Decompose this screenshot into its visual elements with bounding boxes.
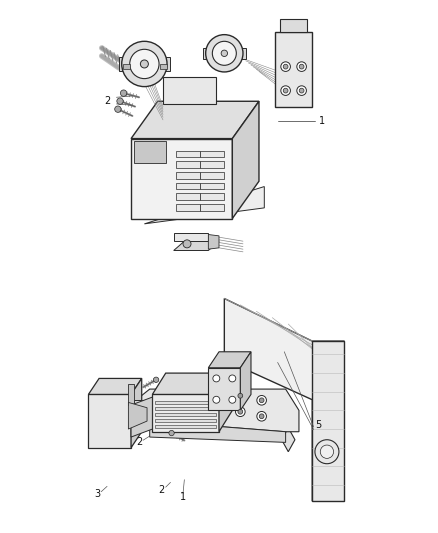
Polygon shape bbox=[155, 407, 216, 410]
Polygon shape bbox=[177, 182, 200, 189]
Polygon shape bbox=[174, 241, 219, 251]
Polygon shape bbox=[123, 64, 130, 69]
Circle shape bbox=[213, 375, 220, 382]
Polygon shape bbox=[163, 77, 216, 104]
Polygon shape bbox=[131, 397, 152, 437]
Circle shape bbox=[221, 50, 227, 56]
Circle shape bbox=[315, 440, 339, 464]
Circle shape bbox=[281, 62, 290, 71]
Circle shape bbox=[236, 391, 245, 401]
Polygon shape bbox=[200, 193, 224, 200]
Circle shape bbox=[122, 42, 167, 86]
Text: 6: 6 bbox=[187, 415, 193, 425]
Polygon shape bbox=[203, 48, 246, 59]
Text: 1: 1 bbox=[318, 116, 325, 126]
Polygon shape bbox=[200, 161, 224, 168]
Polygon shape bbox=[275, 32, 312, 107]
Polygon shape bbox=[131, 101, 259, 139]
Polygon shape bbox=[155, 413, 216, 416]
Circle shape bbox=[257, 411, 266, 421]
Polygon shape bbox=[131, 378, 142, 448]
Circle shape bbox=[259, 398, 264, 403]
Text: 1: 1 bbox=[180, 492, 186, 502]
Circle shape bbox=[120, 90, 127, 96]
Circle shape bbox=[297, 62, 307, 71]
Polygon shape bbox=[177, 172, 200, 179]
Polygon shape bbox=[280, 19, 307, 32]
Polygon shape bbox=[200, 204, 224, 211]
Polygon shape bbox=[155, 401, 216, 405]
Polygon shape bbox=[232, 101, 259, 219]
Polygon shape bbox=[128, 402, 147, 429]
Polygon shape bbox=[200, 182, 224, 189]
Text: 2: 2 bbox=[159, 486, 165, 495]
Circle shape bbox=[299, 88, 304, 93]
Polygon shape bbox=[208, 235, 219, 249]
Polygon shape bbox=[224, 298, 344, 501]
Polygon shape bbox=[174, 233, 208, 241]
Polygon shape bbox=[131, 139, 232, 219]
Polygon shape bbox=[119, 58, 170, 70]
Circle shape bbox=[299, 64, 304, 69]
Text: 2: 2 bbox=[136, 438, 142, 447]
Polygon shape bbox=[134, 400, 152, 426]
Polygon shape bbox=[152, 394, 219, 432]
Polygon shape bbox=[208, 368, 240, 410]
Text: 3: 3 bbox=[94, 489, 100, 498]
Circle shape bbox=[117, 98, 123, 104]
Circle shape bbox=[257, 395, 266, 405]
Polygon shape bbox=[145, 187, 264, 224]
Polygon shape bbox=[282, 427, 295, 452]
Polygon shape bbox=[150, 421, 286, 442]
Circle shape bbox=[238, 409, 243, 414]
Circle shape bbox=[238, 393, 243, 398]
Text: 2: 2 bbox=[105, 96, 111, 106]
Polygon shape bbox=[155, 424, 216, 427]
Circle shape bbox=[320, 445, 334, 458]
Polygon shape bbox=[177, 204, 200, 211]
Polygon shape bbox=[240, 352, 251, 410]
Circle shape bbox=[183, 240, 191, 248]
Polygon shape bbox=[128, 384, 134, 405]
Polygon shape bbox=[177, 193, 200, 200]
Polygon shape bbox=[152, 373, 232, 394]
Circle shape bbox=[153, 377, 159, 383]
Circle shape bbox=[213, 397, 220, 403]
Polygon shape bbox=[134, 141, 166, 163]
Polygon shape bbox=[200, 150, 224, 157]
Circle shape bbox=[283, 64, 288, 69]
Polygon shape bbox=[312, 341, 344, 501]
Circle shape bbox=[115, 106, 121, 112]
Polygon shape bbox=[177, 161, 200, 168]
Circle shape bbox=[169, 431, 174, 436]
Circle shape bbox=[206, 35, 243, 72]
Polygon shape bbox=[200, 172, 224, 179]
Polygon shape bbox=[88, 394, 131, 448]
Circle shape bbox=[141, 60, 148, 68]
Polygon shape bbox=[88, 378, 142, 394]
Circle shape bbox=[130, 50, 159, 79]
Polygon shape bbox=[155, 419, 216, 422]
Polygon shape bbox=[160, 64, 167, 69]
Circle shape bbox=[212, 41, 237, 66]
Polygon shape bbox=[136, 389, 299, 432]
Circle shape bbox=[283, 88, 288, 93]
Text: 4: 4 bbox=[211, 415, 217, 425]
Circle shape bbox=[229, 375, 236, 382]
Circle shape bbox=[236, 407, 245, 417]
Circle shape bbox=[259, 414, 264, 419]
Circle shape bbox=[297, 86, 307, 95]
Text: 5: 5 bbox=[315, 420, 321, 430]
Circle shape bbox=[281, 86, 290, 95]
Circle shape bbox=[229, 397, 236, 403]
Polygon shape bbox=[177, 150, 200, 157]
Polygon shape bbox=[219, 373, 232, 432]
Polygon shape bbox=[208, 352, 251, 368]
